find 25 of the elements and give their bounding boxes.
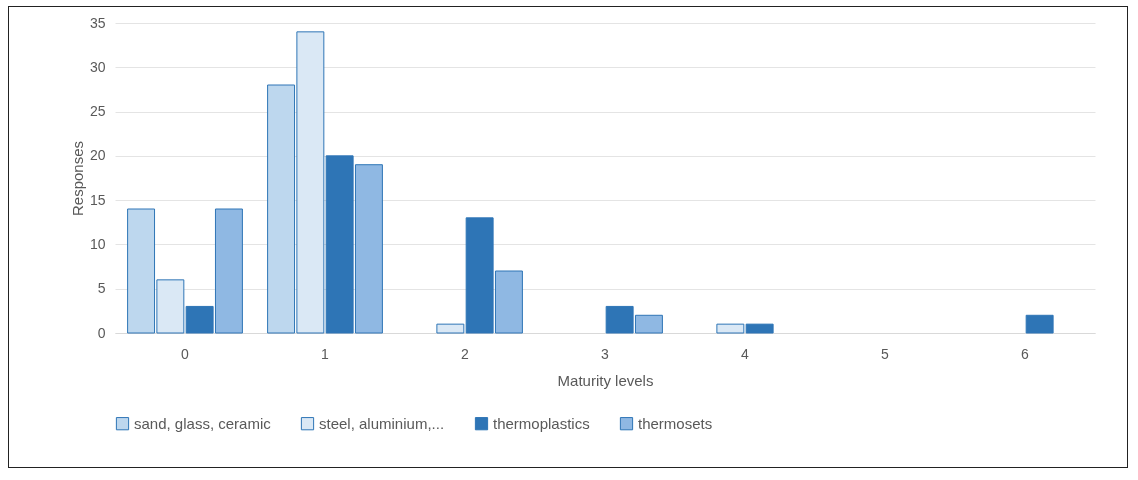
bar [1025,314,1054,334]
x-tick-label: 2 [461,345,470,362]
legend-label: steel, aluminium,... [319,414,445,432]
bar [745,323,774,334]
legend-label: sand, glass, ceramic [134,414,272,432]
y-tick-label: 15 [89,191,106,208]
bar [436,323,465,334]
y-axis-title: Responses [68,140,86,217]
x-tick-label: 1 [321,345,330,362]
y-tick-label: 20 [89,147,106,164]
y-tick-label: 25 [89,103,106,120]
y-tick-label: 10 [89,235,106,252]
bar [716,323,745,334]
y-tick-label: 0 [97,324,106,341]
y-tick-label: 5 [97,280,106,297]
y-tick-label: 30 [89,58,106,75]
legend-label: thermosets [638,414,713,432]
x-tick-label: 5 [881,345,890,362]
x-axis-title: Maturity levels [557,371,654,389]
x-tick-label: 6 [1021,345,1030,362]
x-tick-label: 3 [601,345,610,362]
y-tick-label: 35 [89,14,106,31]
legend-label: thermoplastics [493,414,590,432]
x-tick-label: 0 [181,345,190,362]
x-tick-label: 4 [741,345,750,362]
